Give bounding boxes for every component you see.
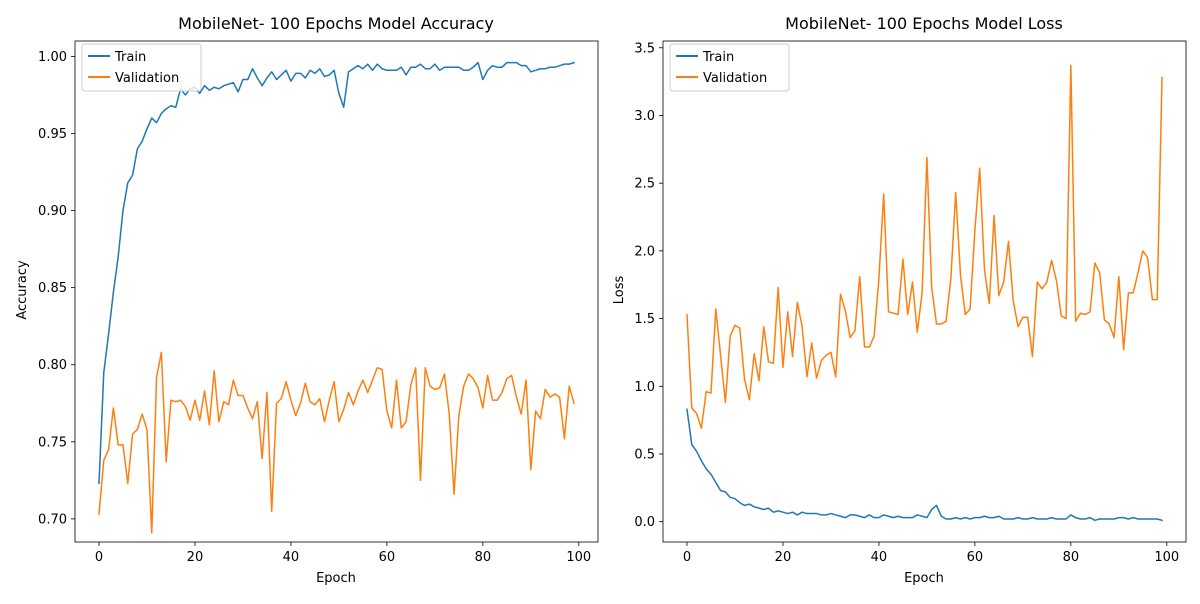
accuracy-x-tick-label: 20 [187, 550, 204, 565]
accuracy-x-tick-label: 60 [379, 550, 396, 565]
loss-plot-frame [662, 40, 1187, 543]
accuracy-y-tick-label: 0.75 [38, 435, 67, 450]
loss-x-tick-label: 80 [1063, 550, 1080, 565]
accuracy-y-tick-label: 0.95 [38, 127, 67, 142]
loss-chart-title: MobileNet- 100 Epochs Model Loss [785, 14, 1063, 33]
loss-y-tick-label: 0.0 [634, 515, 655, 530]
accuracy-legend-box [81, 43, 202, 92]
loss-x-axis-label: Epoch [904, 571, 944, 586]
loss-legend-train-label: Train [702, 50, 734, 65]
accuracy-train-line [98, 61, 575, 485]
accuracy-legend: Train Validation [81, 43, 202, 92]
loss-legend-validation-label: Validation [703, 71, 767, 86]
accuracy-chart: MobileNet- 100 Epochs Model Accuracy Epo… [15, 14, 599, 586]
accuracy-x-tick-label: 80 [475, 550, 492, 565]
accuracy-y-tick-label: 0.80 [38, 358, 67, 373]
loss-y-tick-label: 2.0 [634, 244, 655, 259]
loss-x-tick-label: 0 [683, 550, 691, 565]
accuracy-y-tick-label: 0.90 [38, 204, 67, 219]
accuracy-y-tick-label: 0.85 [38, 281, 67, 296]
accuracy-chart-title: MobileNet- 100 Epochs Model Accuracy [178, 14, 494, 33]
loss-chart: MobileNet- 100 Epochs Model Loss Epoch L… [612, 14, 1187, 586]
loss-y-axis-label: Loss [612, 276, 627, 305]
accuracy-x-axis-label: Epoch [316, 571, 356, 586]
accuracy-validation-line [98, 351, 575, 534]
accuracy-x-tick-label: 0 [95, 550, 103, 565]
loss-x-tick-label: 100 [1154, 550, 1179, 565]
loss-legend: Train Validation [669, 43, 790, 92]
loss-y-tick-label: 0.5 [634, 447, 655, 462]
accuracy-y-axis-label: Accuracy [15, 260, 30, 320]
loss-y-tick-label: 3.0 [634, 109, 655, 124]
loss-y-tick-label: 1.5 [634, 312, 655, 327]
loss-legend-box [669, 43, 790, 92]
accuracy-legend-train-label: Train [114, 50, 146, 65]
accuracy-x-tick-label: 100 [566, 550, 591, 565]
accuracy-y-tick-label: 0.70 [38, 512, 67, 527]
accuracy-y-tick-label: 1.00 [38, 50, 67, 65]
loss-x-tick-label: 40 [871, 550, 888, 565]
accuracy-plot-frame [74, 40, 599, 543]
loss-x-tick-label: 60 [967, 550, 984, 565]
loss-y-tick-label: 2.5 [634, 177, 655, 192]
accuracy-x-tick-label: 40 [283, 550, 300, 565]
loss-y-tick-label: 3.5 [634, 41, 655, 56]
loss-y-tick-label: 1.0 [634, 380, 655, 395]
loss-validation-line [686, 64, 1163, 430]
loss-x-tick-label: 20 [775, 550, 792, 565]
loss-train-line [686, 408, 1163, 522]
accuracy-legend-validation-label: Validation [115, 71, 179, 86]
